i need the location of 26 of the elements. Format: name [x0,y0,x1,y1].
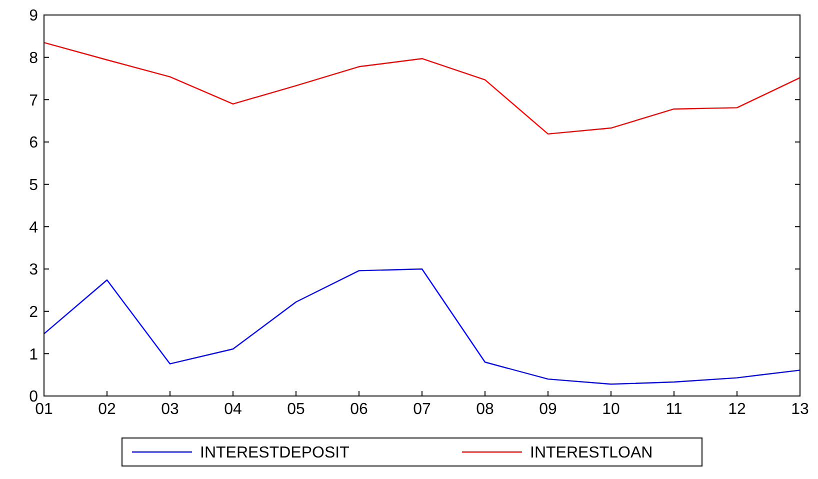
x-tick-label: 12 [728,401,746,418]
x-tick-label: 06 [350,401,368,418]
y-tick-label: 5 [29,176,38,194]
legend-label: INTERESTDEPOSIT [200,444,350,462]
y-tick-label: 7 [29,92,38,110]
x-tick-label: 03 [161,401,179,418]
line-series [43,42,801,135]
x-tick-label: 05 [287,401,305,418]
x-tick-label: 11 [666,401,682,418]
x-tick-label: 04 [224,401,242,418]
legend-label: INTERESTLOAN [530,444,653,462]
line-series [43,268,801,385]
x-tick-label: 09 [539,401,557,418]
x-tick-label: 10 [602,401,620,418]
y-tick-label: 8 [29,50,38,67]
y-tick-label: 4 [29,219,38,236]
y-tick-label: 1 [29,346,38,364]
y-tick-label: 3 [29,262,38,279]
y-tick-label: 6 [29,134,38,152]
y-tick-label: 2 [29,304,38,321]
x-tick-label: 02 [98,401,116,418]
y-tick-label: 9 [29,8,38,25]
x-tick-label: 08 [476,401,494,418]
x-tick-label: 13 [791,401,809,418]
x-tick-label: 01 [35,401,53,418]
x-tick-label: 07 [413,401,431,418]
